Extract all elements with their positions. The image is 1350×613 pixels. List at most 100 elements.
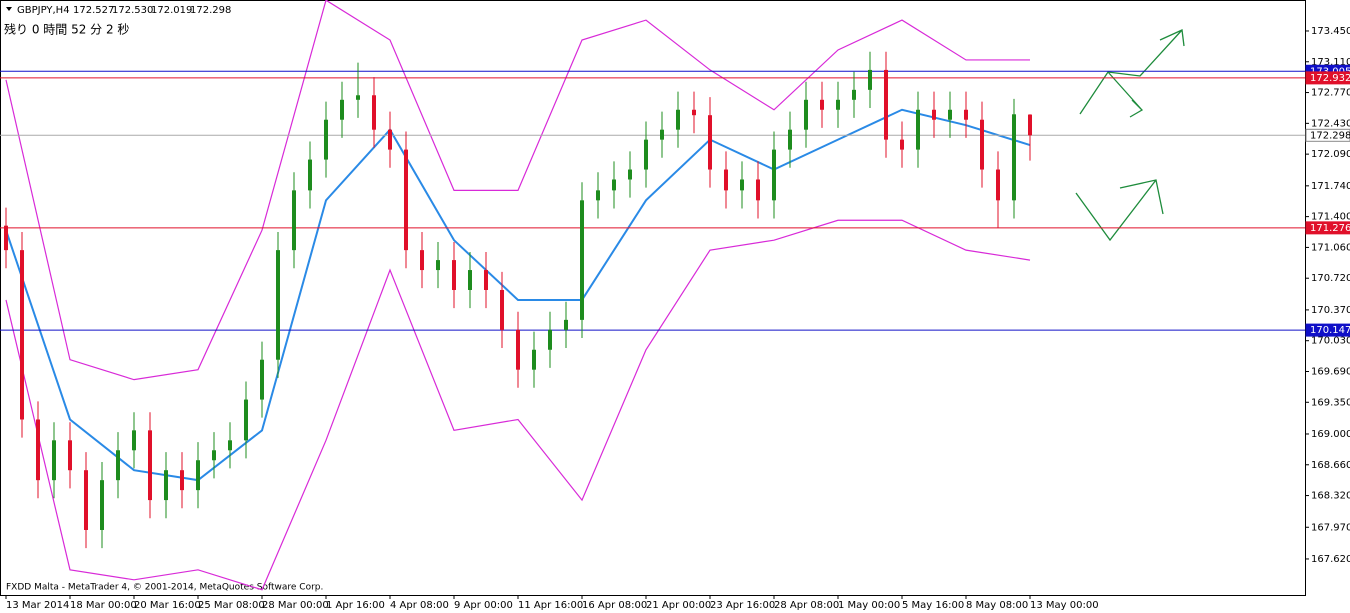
y-tick-label: 170.720 bbox=[1311, 273, 1350, 284]
candle-body bbox=[68, 440, 72, 471]
candle-body bbox=[612, 179, 616, 191]
candle-body bbox=[916, 109, 920, 150]
candle-body bbox=[260, 359, 264, 400]
candle-body bbox=[932, 109, 936, 120]
level-label: 171.276 bbox=[1310, 223, 1350, 234]
x-tick-label: 20 Mar 16:00 bbox=[134, 600, 201, 611]
candle-body bbox=[52, 440, 56, 481]
candle-body bbox=[660, 129, 664, 140]
timer: 残り 0 時間 52 分 2 秒 bbox=[4, 23, 129, 37]
y-tick-label: 173.450 bbox=[1311, 26, 1350, 37]
plot-frame bbox=[0, 0, 1306, 596]
level-label: 170.147 bbox=[1310, 325, 1350, 336]
arrow bbox=[1075, 179, 1164, 242]
candle-body bbox=[132, 430, 136, 451]
candle-body bbox=[196, 460, 200, 491]
menu-arrow bbox=[6, 7, 12, 11]
symbol: GBPJPY,H4 bbox=[17, 5, 70, 16]
level-box bbox=[1305, 128, 1350, 142]
x-tick-label: 16 Apr 08:00 bbox=[582, 600, 647, 611]
candle-body bbox=[20, 250, 24, 420]
candle-body bbox=[212, 450, 216, 461]
candle-body bbox=[164, 470, 168, 501]
candle-body bbox=[756, 179, 760, 201]
ohlc: 172.530 bbox=[112, 5, 153, 16]
candle-body bbox=[596, 190, 600, 201]
x-tick-label: 1 May 00:00 bbox=[838, 600, 900, 611]
candle-body bbox=[436, 260, 440, 271]
candle-body bbox=[116, 450, 120, 481]
candle-body bbox=[996, 169, 1000, 201]
drawn-arrows bbox=[1075, 29, 1185, 242]
x-tick-label: 21 Apr 00:00 bbox=[646, 600, 711, 611]
y-tick-label: 172.430 bbox=[1311, 118, 1350, 129]
candle-body bbox=[564, 319, 568, 330]
x-tick-label: 9 Apr 00:00 bbox=[454, 600, 513, 611]
x-tick-label: 13 Mar 2014 bbox=[6, 600, 69, 611]
candle-body bbox=[676, 109, 680, 130]
indicator-line bbox=[5, 219, 1031, 591]
level-box bbox=[1305, 221, 1350, 235]
candles bbox=[4, 51, 1032, 549]
x-tick-label: 28 Mar 00:00 bbox=[262, 600, 329, 611]
y-tick-label: 169.690 bbox=[1311, 366, 1350, 377]
candle-body bbox=[356, 95, 360, 100]
candle-body bbox=[36, 419, 40, 481]
candle-body bbox=[452, 260, 456, 290]
x-tick-label: 28 Apr 08:00 bbox=[774, 600, 839, 611]
candle-body bbox=[900, 139, 904, 150]
candle-body bbox=[4, 225, 8, 251]
candle-body bbox=[468, 270, 472, 290]
x-tick-label: 5 May 16:00 bbox=[902, 600, 964, 611]
x-tick-label: 23 Apr 16:00 bbox=[710, 600, 775, 611]
candle-body bbox=[868, 69, 872, 90]
candle-body bbox=[404, 149, 408, 251]
candle-body bbox=[580, 200, 584, 320]
candle-body bbox=[532, 349, 536, 370]
indicator-line bbox=[5, 108, 1031, 482]
candle-body bbox=[1012, 114, 1016, 201]
candle-body bbox=[788, 129, 792, 150]
candle-body bbox=[180, 470, 184, 491]
y-tick-label: 171.400 bbox=[1311, 212, 1350, 223]
y-tick-label: 168.660 bbox=[1311, 460, 1350, 471]
level-label: 172.298 bbox=[1310, 130, 1350, 141]
candle-body bbox=[148, 430, 152, 501]
candle-body bbox=[708, 115, 712, 170]
indicator-line bbox=[5, 0, 1030, 381]
candle-body bbox=[772, 149, 776, 201]
y-tick-label: 167.970 bbox=[1311, 522, 1350, 533]
header: GBPJPY,H4 172.527 172.530 172.019 172.29… bbox=[4, 5, 231, 37]
candle-body bbox=[420, 250, 424, 271]
candle-body bbox=[548, 329, 552, 350]
x-tick-label: 1 Apr 16:00 bbox=[326, 600, 385, 611]
candle-body bbox=[692, 109, 696, 116]
y-tick-label: 170.370 bbox=[1311, 305, 1350, 316]
candle-body bbox=[852, 89, 856, 100]
y-tick-label: 170.030 bbox=[1311, 336, 1350, 347]
candle-body bbox=[100, 480, 104, 530]
candle-body bbox=[1028, 114, 1032, 136]
y-tick-label: 171.740 bbox=[1311, 181, 1350, 192]
candle-body bbox=[628, 169, 632, 180]
level-box bbox=[1305, 323, 1350, 337]
x-tick-label: 8 May 08:00 bbox=[966, 600, 1028, 611]
candle-body bbox=[516, 329, 520, 370]
candle-body bbox=[500, 289, 504, 330]
level-box bbox=[1305, 71, 1350, 85]
level-label: 172.932 bbox=[1310, 73, 1350, 84]
candle-body bbox=[484, 270, 488, 290]
candle-body bbox=[244, 399, 248, 441]
candle-body bbox=[388, 129, 392, 150]
x-tick-label: 18 Mar 00:00 bbox=[70, 600, 137, 611]
candle-body bbox=[964, 109, 968, 120]
y-tick-label: 169.350 bbox=[1311, 397, 1350, 408]
candle-body bbox=[804, 99, 808, 130]
candle-body bbox=[948, 109, 952, 120]
candle-body bbox=[340, 99, 344, 120]
y-tick-label: 167.620 bbox=[1311, 554, 1350, 565]
candle-body bbox=[724, 169, 728, 191]
candle-body bbox=[228, 440, 232, 451]
x-tick-label: 25 Mar 08:00 bbox=[198, 600, 265, 611]
